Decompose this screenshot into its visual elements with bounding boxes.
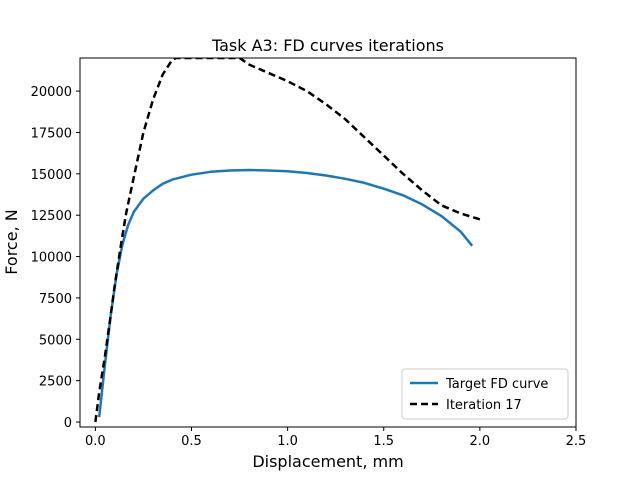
chart-title: Task A3: FD curves iterations <box>211 36 444 55</box>
y-tick-label: 20000 <box>31 85 72 100</box>
x-axis-label: Displacement, mm <box>252 452 403 471</box>
y-tick-label: 10000 <box>31 251 72 266</box>
x-tick-label: 0.0 <box>85 434 106 449</box>
y-tick-label: 15000 <box>31 168 72 183</box>
y-tick-label: 2500 <box>39 375 72 390</box>
y-tick-label: 5000 <box>39 333 72 348</box>
plot-frame <box>79 57 577 428</box>
y-tick-label: 0 <box>64 416 72 431</box>
y-axis-label: Force, N <box>2 209 21 274</box>
x-tick-label: 2.0 <box>470 434 491 449</box>
legend-label-2: Iteration 17 <box>446 398 522 413</box>
legend: Target FD curve Iteration 17 <box>401 368 569 420</box>
x-tick-label: 0.5 <box>181 434 202 449</box>
y-tick-label: 7500 <box>39 292 72 307</box>
legend-box <box>401 368 569 420</box>
legend-label-1: Target FD curve <box>445 377 548 392</box>
series-line-1 <box>97 168 474 418</box>
ticks-layer: 0.0 0.5 1.0 1.5 2.0 2.5 0 2500 5000 7500 10000 1250… <box>31 85 587 449</box>
series-line-2 <box>94 58 481 423</box>
x-tick-label: 2.5 <box>566 434 587 449</box>
y-tick-label: 17500 <box>31 126 72 141</box>
x-tick-label: 1.5 <box>373 434 394 449</box>
y-tick-label: 12500 <box>31 209 72 224</box>
x-tick-label: 1.0 <box>277 434 298 449</box>
series-layer <box>94 58 481 423</box>
